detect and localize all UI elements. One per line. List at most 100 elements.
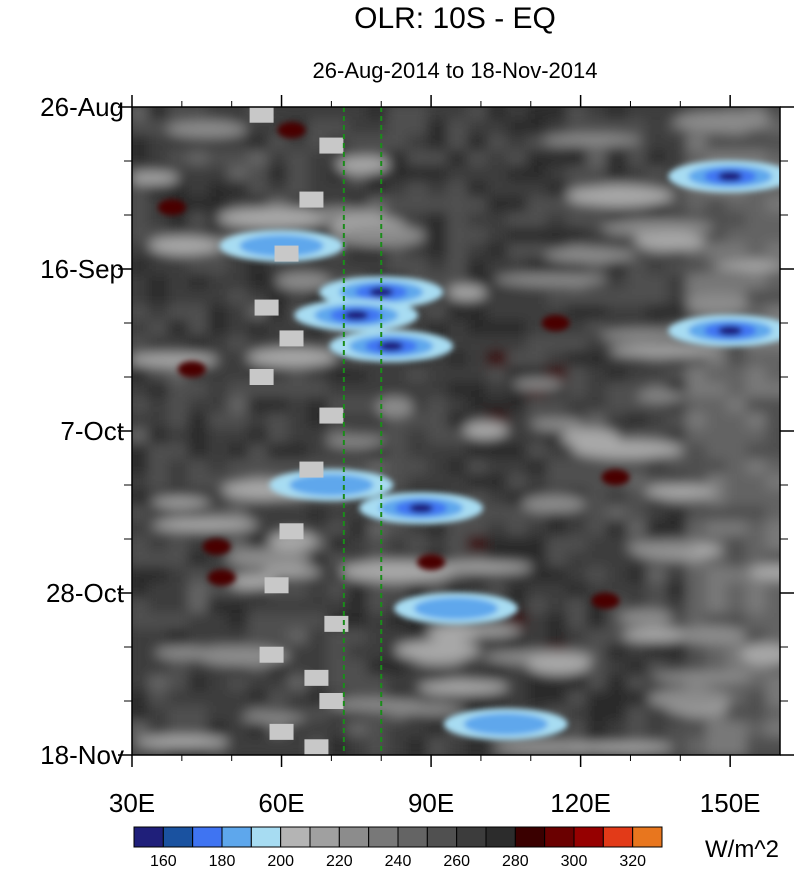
convection-core (344, 310, 369, 321)
colorbar-swatch (544, 826, 575, 848)
missing-data-marker (299, 461, 324, 478)
colorbar-swatch (632, 826, 663, 848)
colorbar-label: 320 (619, 853, 646, 869)
field-streak (275, 272, 331, 291)
convection-core (369, 287, 394, 298)
colorbar-swatch (338, 826, 370, 848)
field-streak (434, 561, 533, 573)
field-streak (648, 688, 732, 710)
field-streak (494, 738, 597, 755)
colorbar-swatch (514, 826, 546, 848)
high-olr-spot (157, 199, 186, 216)
colorbar-swatch (397, 826, 428, 848)
colorbar-unit: W/m^2 (705, 836, 779, 863)
missing-data-marker (264, 577, 289, 594)
field-streak (686, 293, 748, 316)
colorbar-label: 220 (326, 853, 353, 869)
missing-data-marker (269, 723, 294, 740)
missing-data-marker (279, 330, 304, 347)
colorbar-swatch (221, 826, 252, 848)
colorbar-swatch (250, 826, 282, 848)
convection-core (718, 171, 743, 182)
chart-title: OLR: 10S - EQ (354, 2, 556, 35)
field-streak (225, 548, 312, 569)
high-olr-spot (202, 538, 231, 555)
field-streak (463, 421, 508, 439)
y-tick-label: 7-Oct (60, 416, 124, 446)
missing-data-marker (254, 299, 279, 316)
field-streak (394, 640, 480, 661)
y-tick-label: 16-Sep (40, 254, 124, 284)
field-streak (560, 428, 621, 447)
field-streak (333, 224, 427, 247)
colorbar-label: 240 (385, 853, 412, 869)
colorbar-label: 200 (267, 853, 294, 869)
field-streak (512, 378, 564, 390)
y-tick-label: 18-Nov (40, 740, 124, 770)
field-streak (618, 609, 673, 626)
field-streak (151, 497, 210, 508)
missing-data-marker (249, 107, 274, 123)
missing-data-marker (279, 523, 304, 540)
field-streak (132, 353, 219, 367)
x-tick-label: 150E (700, 788, 761, 818)
missing-data-marker (299, 191, 324, 208)
colorbar-swatch (368, 826, 399, 848)
missing-data-marker (274, 245, 299, 262)
colorbar-swatch (426, 826, 458, 848)
field-cell (766, 736, 780, 755)
field-streak (636, 391, 686, 402)
convection-core (409, 503, 434, 514)
high-olr-spot (277, 122, 306, 139)
field-streak (386, 704, 464, 715)
field-streak (217, 207, 330, 229)
convection-core (379, 341, 404, 352)
field-streak (644, 484, 716, 499)
colorbar-swatch (133, 826, 164, 848)
colorbar-label: 300 (561, 853, 588, 869)
field-streak (447, 285, 487, 300)
field-streak (417, 680, 509, 695)
field-streak (600, 329, 685, 342)
field-streak (229, 573, 277, 590)
field-streak (542, 133, 641, 147)
field-streak (715, 260, 780, 272)
colorbar-swatch (602, 826, 634, 848)
x-tick-label: 60E (258, 788, 304, 818)
missing-data-marker (304, 669, 329, 686)
colorbar-swatch (192, 826, 223, 848)
colorbar-swatch (573, 826, 604, 848)
x-tick-label: 30E (109, 788, 155, 818)
missing-data-marker (319, 137, 344, 154)
field-streak (748, 564, 780, 581)
missing-data-marker (304, 739, 329, 755)
high-olr-spot (417, 554, 446, 571)
high-olr-spot (177, 361, 206, 378)
plot-area (132, 107, 780, 755)
x-tick-label: 120E (550, 788, 611, 818)
field-streak (246, 348, 338, 367)
field-streak (569, 742, 674, 753)
field-streak (526, 653, 591, 675)
field-streak (636, 232, 706, 252)
missing-data-marker (319, 693, 344, 709)
field-streak (531, 417, 585, 431)
field-streak (325, 436, 386, 448)
convection-mid (463, 713, 548, 736)
convection-mid (289, 474, 374, 496)
field-streak (166, 120, 248, 138)
missing-data-marker (249, 369, 274, 385)
missing-data-marker (324, 615, 349, 632)
field-streak (148, 236, 221, 256)
field-streak (132, 171, 179, 185)
colorbar-label: 180 (209, 853, 236, 869)
chart-subtitle: 26-Aug-2014 to 18-Nov-2014 (313, 58, 598, 83)
field-streak (626, 540, 699, 555)
field-streak (521, 494, 586, 513)
colorbar-swatch (456, 826, 487, 848)
x-tick-label: 90E (408, 788, 454, 818)
missing-data-marker (259, 646, 284, 663)
field-streak (241, 712, 307, 723)
field-streak (544, 247, 636, 263)
field-streak (335, 155, 391, 174)
